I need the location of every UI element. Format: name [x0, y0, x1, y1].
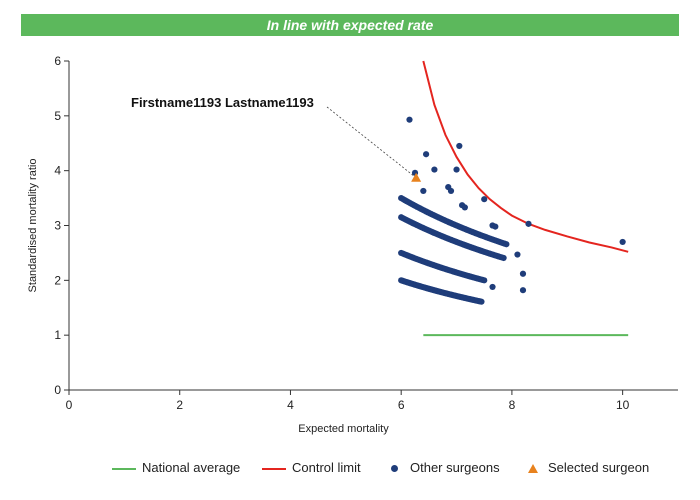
legend-label-selected-surgeon: Selected surgeon [548, 460, 650, 475]
y-tick-label: 1 [54, 328, 61, 342]
other-surgeon-point [492, 223, 499, 230]
legend-line-control-limit-icon [262, 467, 286, 470]
other-surgeon-point [453, 166, 460, 173]
x-tick-label: 4 [287, 398, 294, 412]
other-surgeon-point [514, 251, 521, 258]
control-limit-line [422, 60, 629, 253]
other-surgeon-point [461, 204, 468, 211]
other-surgeon-point [406, 116, 413, 123]
y-tick-label: 2 [54, 273, 61, 287]
y-tick-label: 5 [54, 109, 61, 123]
x-tick-label: 8 [509, 398, 516, 412]
y-axis-title: Standardised mortality ratio [27, 159, 39, 293]
other-surgeon-point [519, 270, 527, 277]
y-tick-label: 4 [54, 164, 61, 178]
legend-line-national-average-icon [112, 467, 136, 470]
other-surgeon-point [447, 187, 455, 195]
y-tick-label: 0 [54, 383, 61, 397]
x-axis-title: Expected mortality [298, 423, 389, 435]
selected-surgeon-marker [411, 172, 422, 182]
x-tick-label: 0 [66, 398, 73, 412]
legend-label-control-limit: Control limit [292, 460, 361, 475]
y-tick-label: 6 [54, 54, 61, 68]
y-tick-label: 3 [54, 219, 61, 233]
status-banner: In line with expected rate [21, 14, 679, 36]
other-surgeon-point [503, 241, 510, 248]
legend-item-control-limit: Control limit [262, 458, 361, 478]
other-surgeon-point [481, 277, 488, 284]
other-surgeon-point [489, 283, 496, 291]
other-surgeon-point [456, 142, 463, 150]
other-surgeon-point [431, 166, 438, 173]
x-tick-label: 6 [398, 398, 405, 412]
annotation-leader-line [326, 106, 417, 179]
legend-item-selected-surgeon: Selected surgeon [524, 458, 649, 478]
other-surgeon-point [422, 151, 430, 158]
legend-triangle-selected-surgeon-icon [528, 464, 538, 474]
chart-legend: National average Control limit Other sur… [0, 458, 700, 478]
legend-label-national-average: National average [142, 460, 241, 475]
other-surgeon-point [525, 220, 532, 227]
legend-item-national-average: National average [112, 458, 240, 478]
annotation-label: Firstname1193 Lastname1193 [131, 95, 314, 110]
other-surgeon-point [619, 238, 626, 246]
other-surgeon-point [478, 298, 485, 305]
other-surgeon-point [500, 254, 507, 262]
legend-label-other-surgeons: Other surgeons [410, 460, 500, 475]
x-tick-label: 10 [616, 398, 630, 412]
other-surgeon-point [420, 187, 427, 195]
x-tick-label: 2 [176, 398, 183, 412]
legend-dot-other-surgeons-icon [391, 465, 398, 473]
legend-item-other-surgeons: Other surgeons [387, 458, 500, 478]
other-surgeon-point [481, 196, 488, 203]
status-banner-text: In line with expected rate [266, 17, 434, 33]
other-surgeon-point [519, 287, 527, 294]
